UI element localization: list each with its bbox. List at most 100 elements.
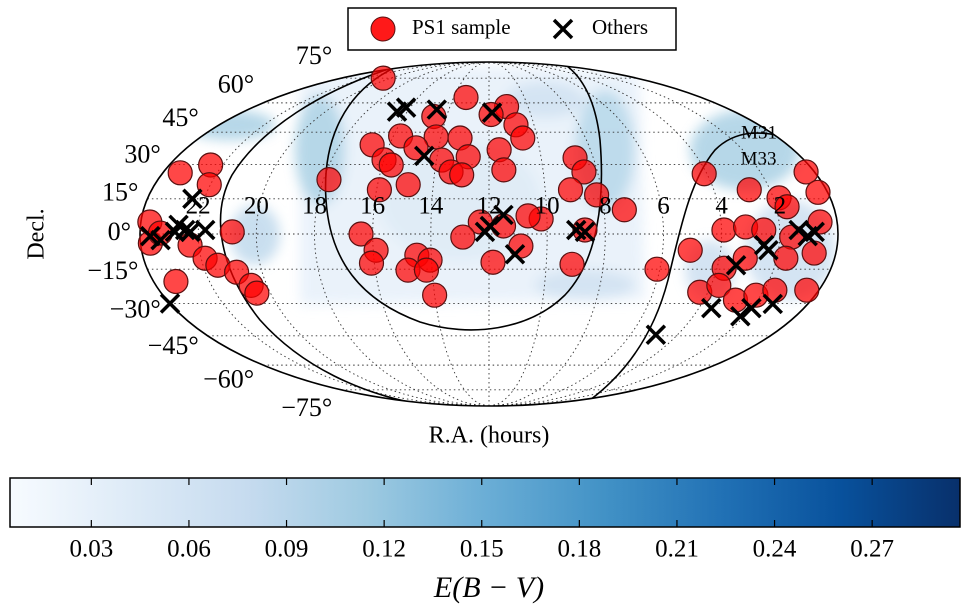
x-tick-label: 10 — [535, 193, 560, 220]
point — [730, 306, 751, 327]
colorbar-tick-label: 0.27 — [850, 536, 894, 563]
point — [493, 204, 514, 226]
point — [725, 255, 747, 276]
point — [794, 277, 820, 303]
point — [762, 293, 784, 315]
point — [481, 102, 503, 123]
sky-boundary — [139, 61, 839, 407]
colorbar-ticks: 0.03 0.06 0.09 0.12 0.15 0.18 0.21 0.24 0.27 — [69, 478, 894, 563]
plane-curve — [589, 132, 791, 401]
point — [793, 159, 819, 185]
point — [571, 159, 597, 185]
point — [167, 160, 193, 186]
point — [196, 172, 222, 198]
point — [244, 280, 270, 306]
x-tick-label: 2 — [774, 193, 787, 220]
grid-line — [430, 61, 490, 407]
grid-line — [314, 61, 490, 407]
point — [751, 217, 777, 243]
point — [316, 167, 342, 193]
grid-line — [255, 61, 490, 407]
point — [449, 162, 475, 188]
y-tick-label: 60° — [218, 70, 254, 99]
point — [413, 145, 435, 167]
point — [426, 99, 448, 120]
legend-label: PS1 sample — [412, 15, 511, 39]
point — [395, 97, 417, 118]
y-tick-label: 15° — [102, 178, 138, 207]
point — [557, 177, 584, 203]
point — [552, 18, 574, 40]
point — [395, 172, 421, 198]
legend: PS1 sample Others — [347, 7, 677, 51]
grid-line — [488, 61, 664, 407]
point — [774, 194, 800, 220]
point — [701, 297, 722, 319]
x-tick-label: 18 — [302, 193, 327, 220]
point — [559, 251, 585, 277]
point — [645, 324, 667, 346]
colorbar-tick-label: 0.15 — [460, 536, 504, 563]
point — [515, 203, 541, 229]
point — [574, 221, 596, 243]
y-tick-label: −75° — [281, 393, 332, 422]
point — [219, 219, 245, 245]
point — [480, 249, 506, 275]
y-tick-label: −45° — [148, 331, 199, 360]
y-tick-label: −15° — [87, 256, 138, 285]
y-tick-label: 75° — [296, 41, 332, 70]
point — [139, 225, 161, 247]
y-tick-label: 0° — [108, 217, 131, 246]
point — [706, 272, 732, 298]
y-tick-label: −60° — [203, 364, 254, 393]
grid-line — [488, 61, 548, 407]
point — [474, 221, 496, 243]
point — [182, 188, 203, 210]
point — [366, 177, 392, 203]
annotation: M33 — [741, 148, 777, 169]
y-tick-label: 45° — [162, 103, 198, 132]
colorbar-tick-label: 0.18 — [557, 536, 601, 563]
point — [584, 182, 610, 208]
x-tick-label: 16 — [360, 193, 385, 220]
colorbar — [9, 477, 961, 528]
x-tick-label: 14 — [418, 193, 444, 220]
legend-marker — [370, 16, 396, 42]
point — [741, 297, 762, 319]
point — [422, 282, 448, 308]
colorbar-label: E(B − V) — [433, 571, 544, 604]
points — [137, 65, 833, 346]
y-axis-label: Decl. — [24, 208, 50, 259]
point — [510, 125, 536, 151]
point — [773, 245, 799, 271]
x-axis-label: R.A. (hours) — [429, 423, 550, 449]
legend-marker — [552, 18, 574, 40]
x-tick-label: 4 — [715, 193, 728, 220]
point — [491, 157, 517, 183]
colorbar-tick-label: 0.21 — [655, 536, 699, 563]
colorbar-tick-label: 0.09 — [265, 536, 309, 563]
boundary-curves — [219, 65, 791, 406]
x-tick-label: 6 — [657, 193, 670, 220]
tick-labels: −75° −60°−45° −30° −15° 0° 15° 30°45° 60° 75° 2 4 6… — [87, 41, 786, 422]
point — [453, 84, 479, 111]
legend-label: Others — [592, 15, 648, 39]
annotation: M31 — [741, 123, 777, 144]
point — [691, 161, 717, 187]
x-tick-label: 12 — [477, 193, 502, 220]
legend-box — [347, 7, 677, 51]
point — [611, 197, 637, 223]
point — [348, 221, 374, 247]
grid-line — [197, 61, 490, 407]
plane-curve — [219, 65, 431, 406]
colorbar-tick-label: 0.12 — [362, 536, 406, 563]
point — [644, 256, 670, 282]
point — [504, 244, 526, 265]
point — [805, 179, 831, 205]
y-tick-label: 30° — [124, 139, 160, 168]
point — [804, 221, 825, 243]
x-tick-label: 8 — [599, 193, 612, 220]
point — [378, 152, 404, 178]
point — [736, 177, 762, 203]
point — [174, 219, 196, 241]
